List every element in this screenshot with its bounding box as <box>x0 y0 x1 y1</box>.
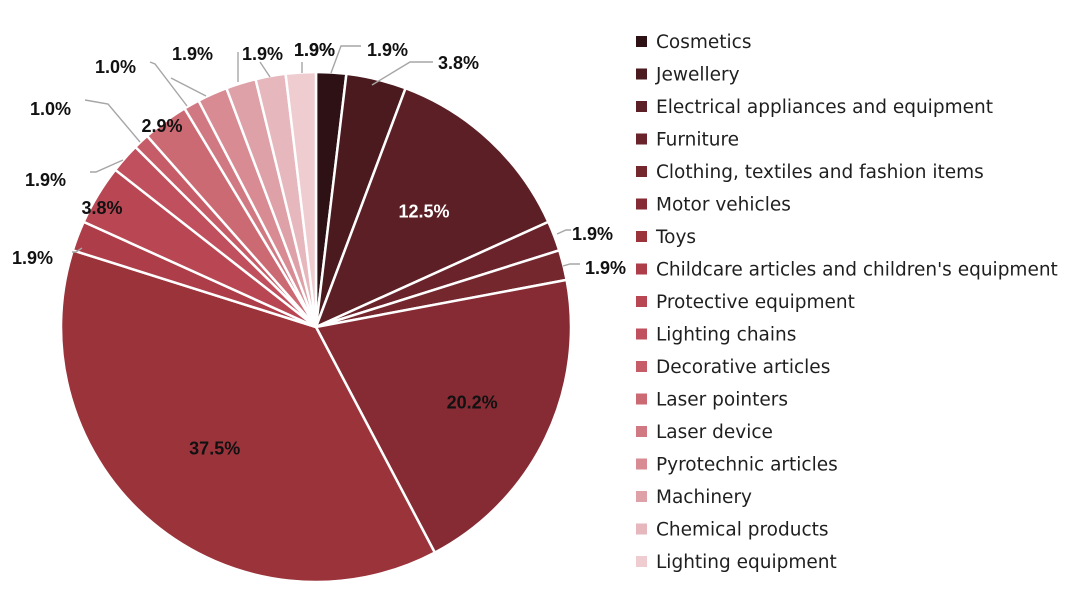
legend-label-furniture: Furniture <box>656 130 739 151</box>
legend-label-machinery: Machinery <box>656 487 752 508</box>
legend-swatch-clothing-textiles-and-fashion-items <box>636 166 647 177</box>
legend-label-electrical-appliances-and-equipment: Electrical appliances and equipment <box>656 97 993 118</box>
slice-toys <box>59 249 437 584</box>
leader-line-jewellery <box>371 61 433 86</box>
legend-label-jewellery: Jewellery <box>655 65 740 86</box>
legend-swatch-protective-equipment <box>636 296 647 307</box>
leader-line-furniture <box>556 229 571 235</box>
leader-line-cosmetics <box>330 45 361 74</box>
slice-electrical-appliances-and-equipment <box>314 86 550 329</box>
data-label-laser-device: 1.0% <box>95 57 136 77</box>
slice-motor-vehicles <box>314 278 573 554</box>
data-labels: 1.9% 3.8% 12.5% 1.9% 1.9% 20.2% 37.5% 1.9% 3.8% 1… <box>12 40 626 458</box>
data-label-toys: 37.5% <box>189 438 240 458</box>
leader-line-childcare-articles-and-children-s-equipment <box>72 247 83 253</box>
legend-label-chemical-products: Chemical products <box>656 520 829 541</box>
leader-line-chemical-products <box>259 61 271 78</box>
leader-line-decorative-articles <box>84 99 141 143</box>
slice-lighting-equipment <box>284 70 318 329</box>
legend-swatch-cosmetics <box>636 36 647 47</box>
legend-swatch-jewellery <box>636 68 647 80</box>
leader-line-pyrotechnic-articles <box>170 77 207 97</box>
data-label-cosmetics: 1.9% <box>367 40 408 60</box>
legend-label-toys: Toys <box>655 227 696 248</box>
legend-swatch-laser-device <box>636 426 647 437</box>
legend: Cosmetics Jewellery Electrical appliances … <box>636 32 1058 573</box>
data-label-lighting-equipment: 1.9% <box>294 40 335 60</box>
data-label-chemical-products: 1.9% <box>294 40 335 60</box>
legend-swatch-pyrotechnic-articles <box>636 458 647 470</box>
data-label-machinery: 1.9% <box>242 44 283 64</box>
data-label-laser-pointers: 2.9% <box>141 116 182 136</box>
leader-lines <box>72 45 580 267</box>
legend-label-lighting-chains: Lighting chains <box>656 325 796 346</box>
legend-label-decorative-articles: Decorative articles <box>656 357 830 378</box>
legend-swatch-chemical-products <box>636 523 647 535</box>
data-label-furniture: 1.9% <box>572 224 613 244</box>
pie-slices <box>59 70 573 584</box>
legend-swatch-machinery <box>636 491 647 502</box>
data-label-decorative-articles: 1.0% <box>30 99 71 119</box>
data-label-jewellery: 3.8% <box>438 53 479 73</box>
legend-swatch-toys <box>636 231 647 242</box>
legend-label-cosmetics: Cosmetics <box>656 32 751 53</box>
legend-label-pyrotechnic-articles: Pyrotechnic articles <box>656 455 838 476</box>
legend-label-motor-vehicles: Motor vehicles <box>656 195 791 216</box>
legend-label-laser-pointers: Laser pointers <box>656 390 788 411</box>
legend-swatch-furniture <box>636 133 647 145</box>
legend-swatch-electrical-appliances-and-equipment <box>636 101 647 112</box>
legend-label-laser-device: Laser device <box>656 422 773 443</box>
legend-label-lighting-equipment: Lighting equipment <box>656 552 837 573</box>
data-label-childcare-articles-and-children-s-equipment: 1.9% <box>12 248 53 268</box>
data-label-lighting-chains: 1.9% <box>25 170 66 190</box>
data-label-clothing-textiles-and-fashion-items: 1.9% <box>585 258 626 278</box>
legend-label-clothing-textiles-and-fashion-items: Clothing, textiles and fashion items <box>656 162 984 183</box>
legend-swatch-decorative-articles <box>636 361 647 372</box>
legend-swatch-lighting-chains <box>636 328 647 340</box>
data-label-motor-vehicles: 20.2% <box>447 392 498 412</box>
data-label-pyrotechnic-articles: 1.9% <box>172 44 213 64</box>
leader-line-laser-device <box>149 61 188 107</box>
legend-swatch-childcare-articles-and-children-s-equipment <box>636 263 647 275</box>
data-label-protective-equipment: 3.8% <box>81 198 122 218</box>
leader-line-clothing-textiles-and-fashion-items <box>562 263 580 267</box>
leader-line-lighting-chains <box>90 159 124 173</box>
legend-swatch-laser-pointers <box>636 393 647 405</box>
legend-swatch-motor-vehicles <box>636 198 647 210</box>
data-label-electrical-appliances-and-equipment: 12.5% <box>398 202 449 222</box>
legend-label-protective-equipment: Protective equipment <box>656 292 855 313</box>
legend-swatch-lighting-equipment <box>636 556 647 567</box>
legend-label-childcare-articles-and-children-s-equipment: Childcare articles and children's equipm… <box>656 260 1058 281</box>
